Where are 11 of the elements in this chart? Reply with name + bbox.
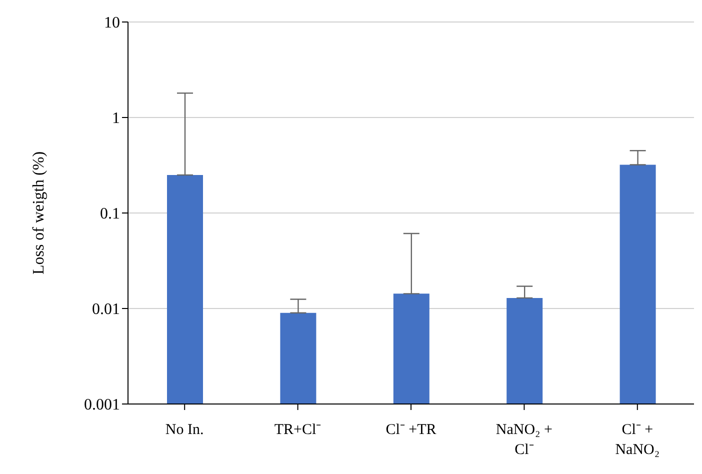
y-tick-label: 0.01 — [92, 301, 120, 318]
x-tick-label: No In. — [165, 422, 204, 438]
x-tick-label: Cl⁻ + NaNO₂ — [615, 422, 660, 458]
y-tick-label: 0.001 — [84, 396, 120, 414]
y-axis-title: Loss of weigth (%) — [30, 151, 48, 275]
x-tick-label: TR+Cl⁻ — [274, 422, 322, 438]
x-tick-label: Cl⁻ +TR — [386, 422, 436, 438]
y-tick-label: 0.1 — [100, 206, 120, 223]
x-tick-label: NaNO₂ + Cl⁻ — [496, 422, 553, 458]
y-tick-label: 10 — [104, 14, 120, 32]
y-tick-label: 1 — [112, 110, 120, 128]
